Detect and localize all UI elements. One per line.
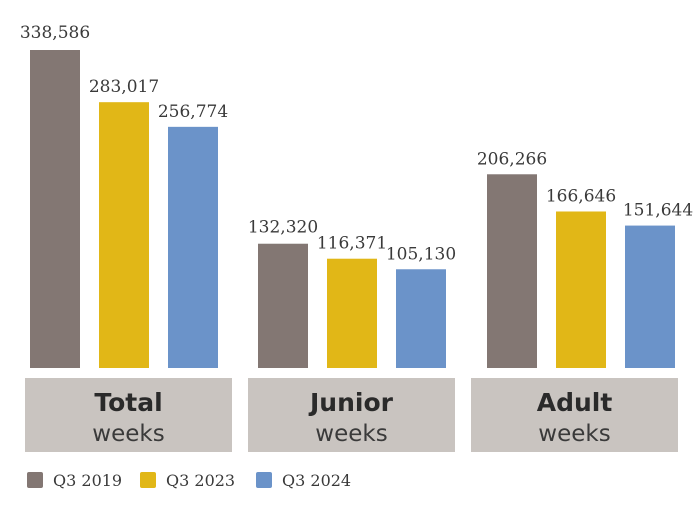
category-label: Total — [94, 388, 162, 417]
category-panel — [248, 378, 455, 452]
value-label: 283,017 — [89, 77, 159, 97]
value-label: 105,130 — [386, 244, 456, 264]
legend-label: Q3 2019 — [53, 471, 122, 490]
value-label: 338,586 — [20, 23, 90, 43]
category-label: Junior — [308, 388, 394, 417]
category-sublabel: weeks — [315, 421, 387, 447]
bar-junior-q3-2023 — [327, 258, 377, 368]
legend-swatch — [27, 472, 43, 488]
value-label: 256,774 — [158, 102, 228, 122]
legend-swatch — [140, 472, 156, 488]
bar-junior-q3-2019 — [258, 243, 308, 368]
bar-total-q3-2019 — [30, 50, 80, 368]
value-label: 132,320 — [248, 218, 318, 238]
legend: Q3 2019 Q3 2023 Q3 2024 — [27, 471, 351, 490]
value-label: 206,266 — [477, 149, 547, 169]
category-panels-layer: Total weeks Junior weeks Adult weeks — [25, 378, 678, 452]
category-sublabel: weeks — [538, 421, 610, 447]
value-label: 166,646 — [546, 186, 616, 206]
value-label: 116,371 — [317, 234, 387, 254]
bar-adult-q3-2024 — [625, 225, 675, 368]
category-panel — [25, 378, 232, 452]
legend-label: Q3 2024 — [282, 471, 351, 490]
bars-layer — [30, 50, 675, 369]
bar-adult-q3-2019 — [487, 174, 537, 368]
category-sublabel: weeks — [92, 421, 164, 447]
bar-total-q3-2024 — [168, 126, 218, 369]
bar-adult-q3-2023 — [556, 211, 606, 368]
category-label: Adult — [537, 388, 613, 417]
bar-total-q3-2023 — [99, 102, 149, 369]
category-panel — [471, 378, 678, 452]
legend-label: Q3 2023 — [166, 471, 235, 490]
bar-junior-q3-2024 — [396, 269, 446, 368]
legend-swatch — [256, 472, 272, 488]
value-labels-layer: 338,586 132,320 206,266 283,017 116,371 166,6… — [20, 23, 693, 264]
value-label: 151,644 — [623, 201, 693, 221]
